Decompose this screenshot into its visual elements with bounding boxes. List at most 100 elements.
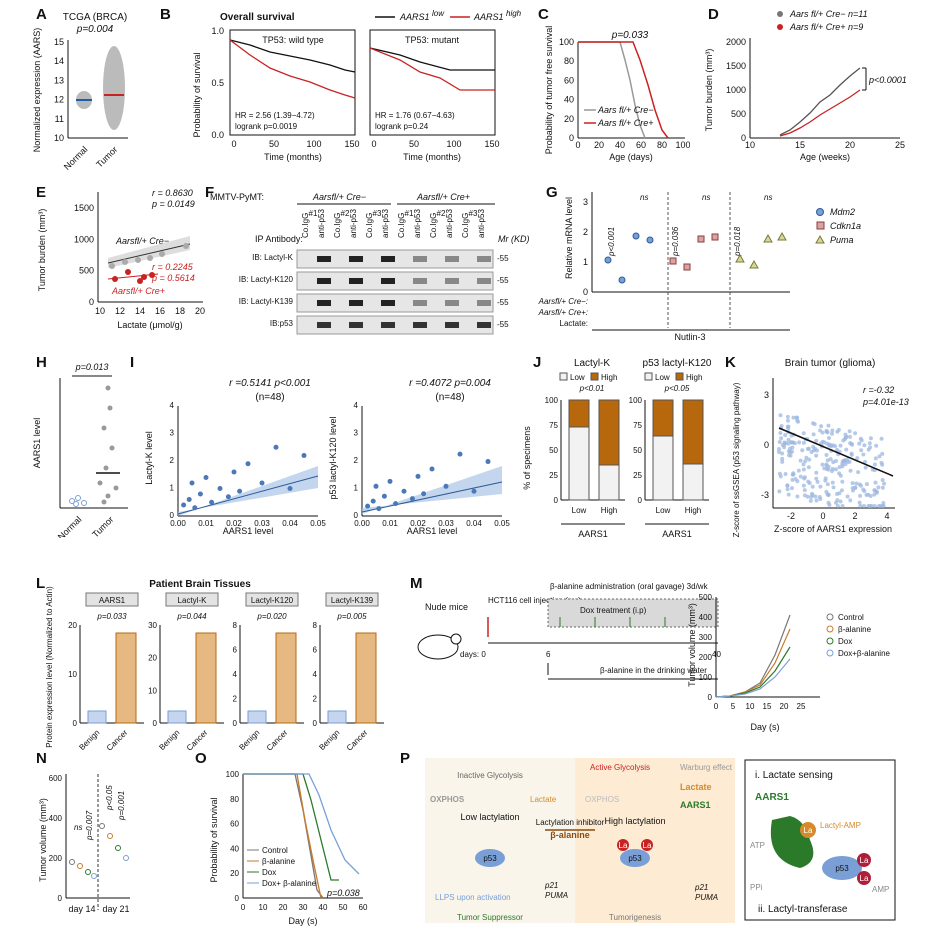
svg-text:Dox: Dox	[262, 868, 276, 877]
ytick: 12	[54, 95, 64, 105]
svg-text:Tumor Suppressor: Tumor Suppressor	[457, 913, 523, 922]
blot-row-label: IB: Lactyl-K139	[239, 297, 294, 306]
panel-p: P Inactive Glycolysis OXPHOS Lactate Low…	[380, 750, 936, 926]
band	[381, 278, 395, 284]
data-point	[415, 473, 421, 479]
data-point	[848, 434, 853, 439]
svg-text:day 14: day 14	[68, 904, 95, 914]
svg-text:p=0.013: p=0.013	[75, 362, 109, 372]
rep: #1	[405, 209, 414, 218]
ytick: 20	[564, 114, 574, 124]
group-header	[245, 592, 299, 607]
ylabel: Normalized expression (AARS)	[32, 28, 42, 153]
ytick: 30	[148, 621, 157, 630]
ylabel: Probability of survival	[192, 52, 202, 137]
ytick: 10	[68, 670, 77, 679]
svg-text:Active Glycolysis: Active Glycolysis	[590, 763, 650, 772]
band	[381, 256, 395, 262]
ytick: 60	[230, 820, 239, 829]
ytick: 0	[235, 894, 240, 903]
group-name: Lactyl-K139	[331, 596, 374, 605]
xtick: Benign	[237, 728, 261, 750]
xtick: Tumor	[94, 144, 119, 169]
ytick: 500	[79, 266, 94, 276]
panel-j-plot: Lactyl-K p53 lactyl-K120 Low High Low Hi…	[522, 358, 712, 539]
svg-text:Low: Low	[655, 373, 670, 382]
xtick: Benign	[157, 728, 181, 750]
svg-text:0: 0	[371, 139, 376, 149]
svg-text:AARS1 level: AARS1 level	[32, 418, 42, 469]
data-point	[839, 488, 844, 493]
ytick: 400	[49, 814, 63, 823]
data-point	[783, 471, 788, 476]
panel-f: F MMTV-PyMT: Aarsfl/+ Cre− Aarsfl/+ Cre+…	[205, 178, 530, 340]
data-point	[831, 485, 836, 490]
xtick: 0	[820, 511, 825, 521]
svg-text:ns: ns	[702, 193, 710, 202]
blot-row-label: IB:p53	[270, 319, 294, 328]
panel-label: D	[708, 6, 719, 23]
data-point	[872, 504, 877, 508]
svg-text:Aars fl/+ Cre+ n=9: Aars fl/+ Cre+ n=9	[789, 22, 863, 32]
panel-n: N Tumor volume (mm³) ns p=0.007 p<0.05 p…	[0, 750, 135, 926]
ytick: 25	[633, 471, 642, 480]
panel-m-schematic: Nude mice HCT116 cell injection (s.c) β-…	[417, 582, 891, 732]
data-point	[881, 500, 886, 505]
data-point	[845, 494, 850, 499]
data-point	[830, 431, 835, 436]
band	[477, 300, 491, 306]
data-point	[872, 462, 877, 467]
svg-text:p21: p21	[694, 883, 708, 892]
data-point	[819, 424, 824, 429]
data-point	[778, 430, 783, 435]
xtick: 100	[675, 140, 690, 150]
svg-text:Z-score of AARS1 expression: Z-score of AARS1 expression	[774, 524, 892, 534]
data-point	[817, 494, 822, 499]
data-point	[856, 470, 861, 475]
rep: #3	[469, 209, 478, 218]
band	[445, 278, 459, 284]
data-point	[830, 428, 835, 433]
data-point	[795, 479, 800, 484]
data-point	[868, 436, 873, 441]
panel-b: B Overall survival AARS1 low AARS1 high …	[160, 0, 525, 170]
data-point	[798, 458, 803, 463]
mw: -55	[497, 254, 509, 263]
data-point	[820, 462, 825, 467]
svg-text:TP53: wild type: TP53: wild type	[262, 35, 324, 45]
svg-text:β-alanine: β-alanine	[550, 830, 590, 840]
svg-text:day 21: day 21	[102, 904, 129, 914]
data-point	[858, 504, 863, 508]
ab-label: anti-p53	[477, 209, 486, 238]
panel-m: M Nude mice HCT116 cell injection (s.c) …	[410, 575, 936, 750]
group-name: AARS1	[99, 596, 126, 605]
data-point	[192, 505, 198, 511]
data-point	[814, 453, 819, 458]
svg-text:Day (s): Day (s)	[751, 722, 780, 732]
data-point	[421, 491, 427, 497]
xtick: 10	[259, 903, 268, 912]
ytick: 0	[638, 496, 643, 505]
xtick: 4	[884, 511, 889, 521]
svg-text:150: 150	[484, 139, 499, 149]
svg-text:OXPHOS: OXPHOS	[585, 795, 619, 804]
data-point	[830, 480, 835, 485]
data-point	[868, 493, 873, 498]
data-point	[857, 482, 862, 487]
svg-text:% of specimens: % of specimens	[522, 426, 532, 490]
svg-text:β-alanine administration (oral: β-alanine administration (oral gavage) 3…	[550, 582, 709, 591]
svg-text:p53: p53	[628, 854, 642, 863]
data-point	[800, 448, 805, 453]
xtick: 0	[575, 140, 580, 150]
svg-text:Aarsfl/+ Cre+: Aarsfl/+ Cre+	[416, 192, 470, 202]
data-point	[189, 480, 195, 486]
data-point	[181, 502, 187, 508]
svg-text:Age (days): Age (days)	[609, 152, 653, 162]
svg-text:ns: ns	[640, 193, 648, 202]
data-point	[810, 484, 815, 489]
band	[381, 300, 395, 306]
bar-high	[652, 399, 674, 437]
svg-text:p<0.05: p<0.05	[664, 384, 690, 393]
panel-label: E	[36, 184, 47, 201]
svg-text:Day (s): Day (s)	[289, 916, 318, 926]
